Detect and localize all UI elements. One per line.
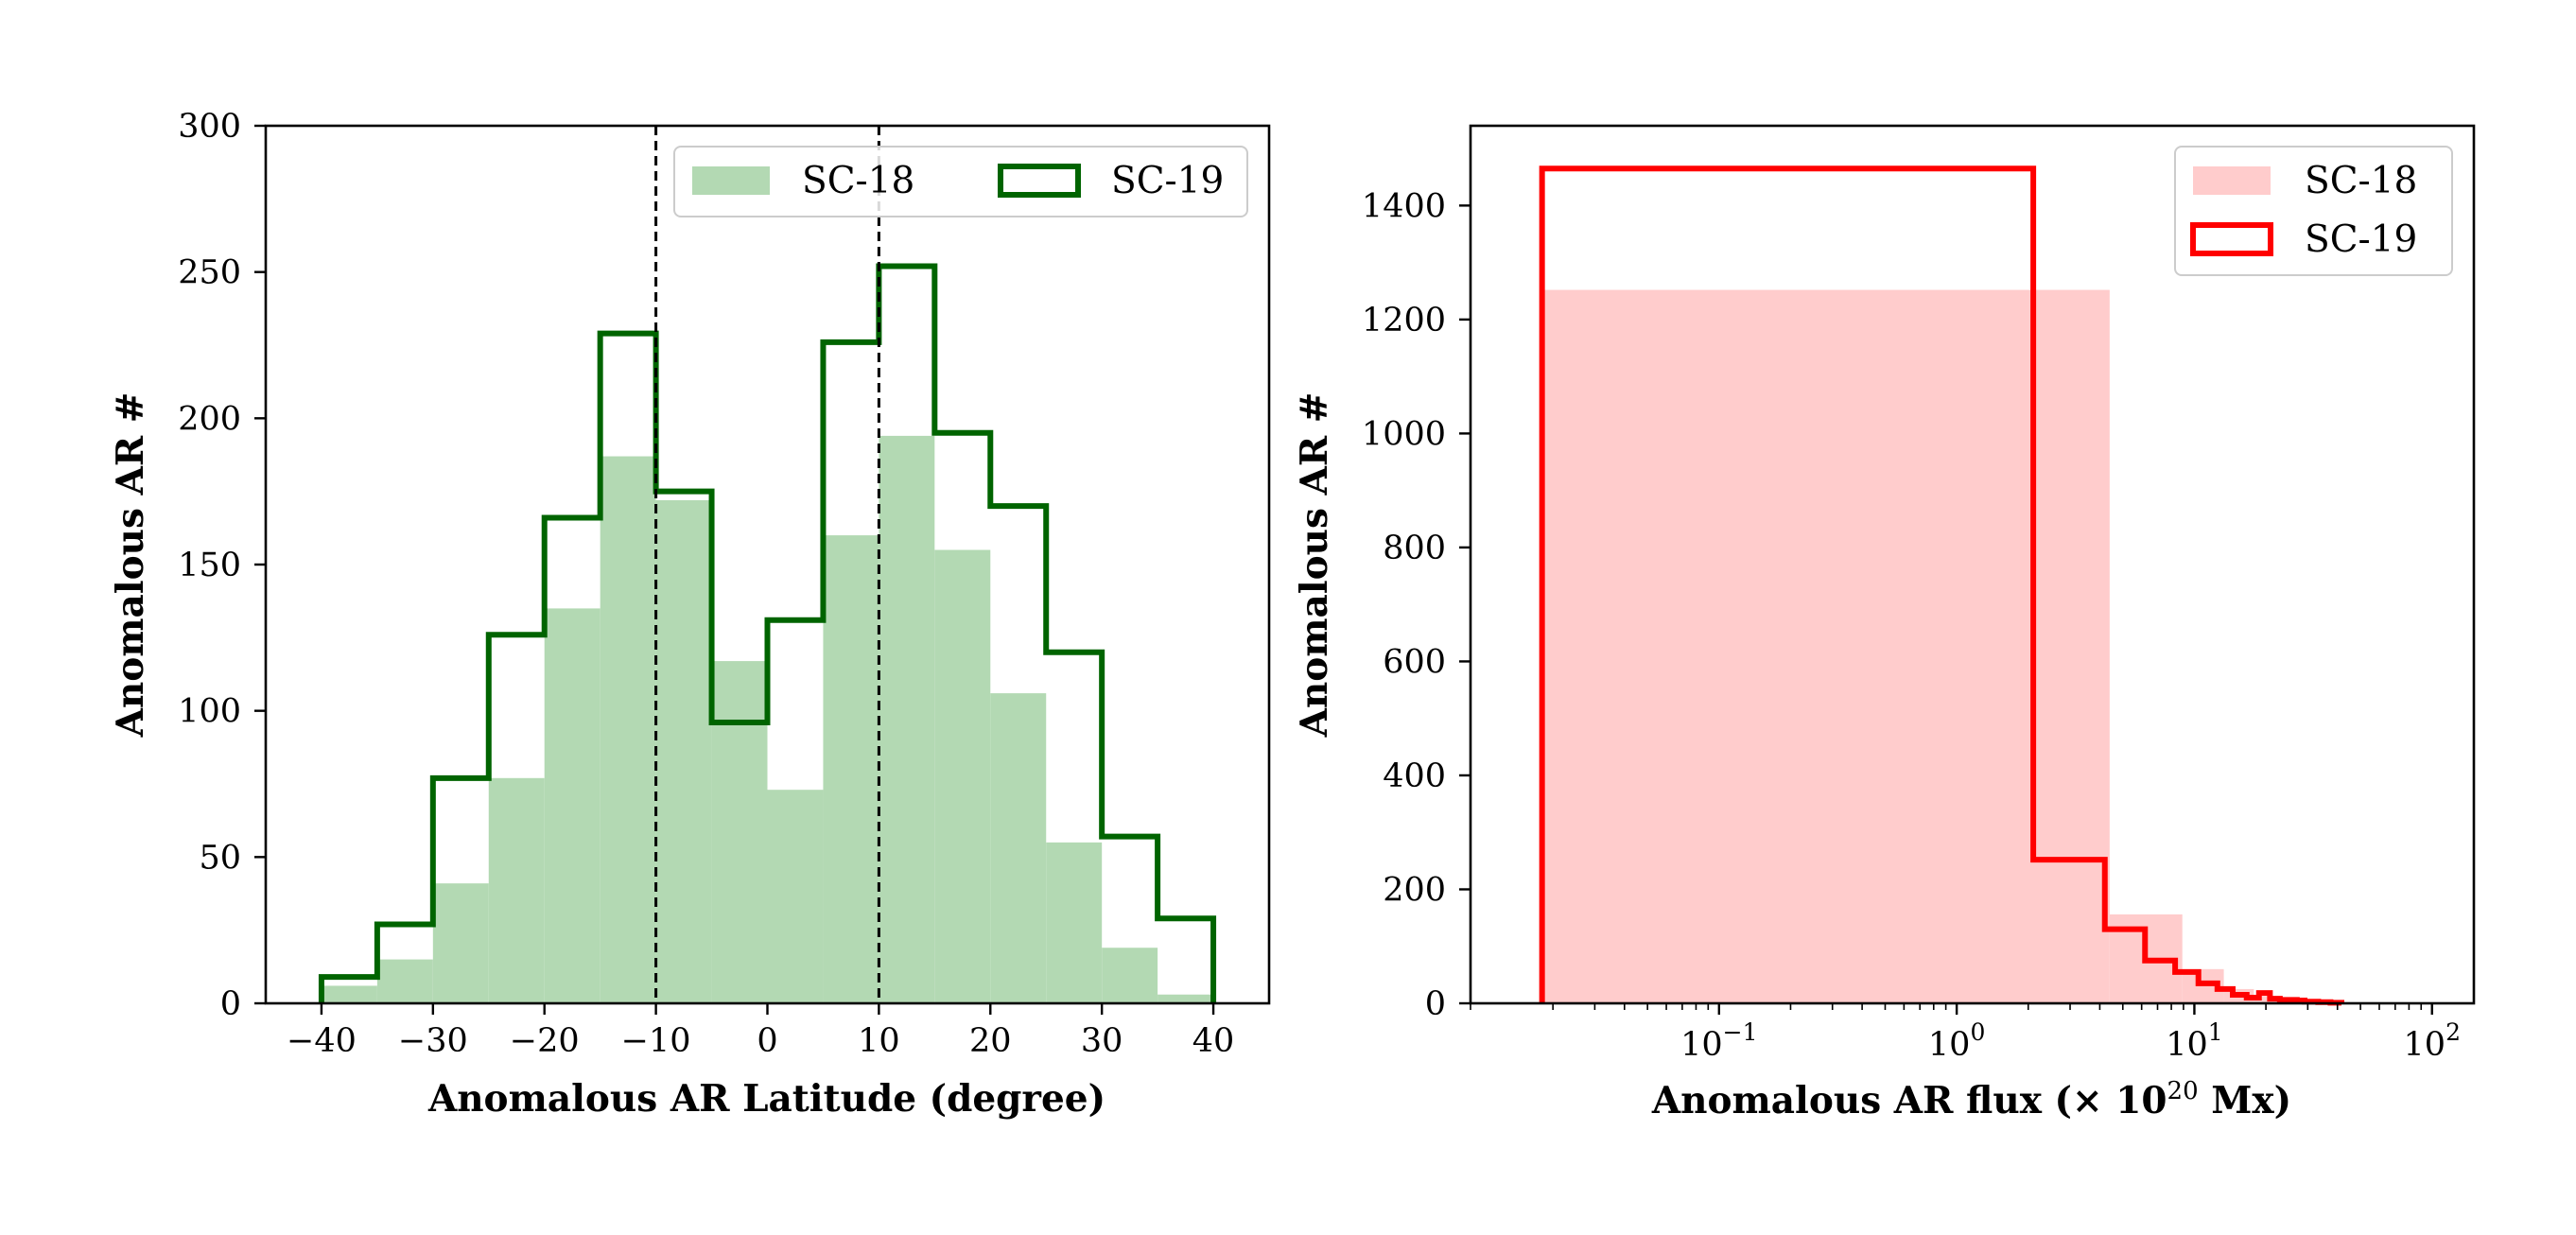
sc18-bar	[767, 790, 824, 1003]
x-tick-label: 101	[2166, 1018, 2222, 1064]
x-tick-label: −30	[398, 1022, 468, 1060]
sc18-bar	[600, 456, 656, 1004]
sc18-bar	[711, 661, 768, 1003]
sc18-bar	[1046, 842, 1103, 1003]
sc18-bar	[655, 499, 712, 1003]
x-tick-label: −20	[510, 1022, 580, 1060]
sc18-bar	[934, 549, 991, 1003]
legend-label-sc18: SC-18	[802, 160, 914, 202]
flux-histogram: 10−1 100 101 102 0200400600800100012001400 …	[1293, 124, 2476, 1122]
y-tick-label: 300	[178, 108, 241, 146]
y-tick-label: 200	[1383, 871, 1446, 909]
sc18-bar	[990, 693, 1047, 1003]
legend-swatch-sc19	[2190, 222, 2273, 256]
sc18-bars	[1541, 289, 2338, 1003]
sc18-bar	[1102, 948, 1158, 1003]
latitude-histogram: −40 −30 −20 −10 0 10 20 30 40 0 50 100 150 200 250 300…	[109, 108, 1271, 1121]
y-tick-label: 0	[220, 985, 241, 1023]
y-tick-label: 600	[1383, 643, 1446, 681]
plot-frame	[1469, 124, 2476, 1005]
y-axis-ticks: 0 50 100 150 200 250 300	[178, 108, 266, 1023]
sc18-bars	[321, 435, 1214, 1004]
y-tick-label: 150	[178, 547, 241, 584]
legend-label-sc19: SC-19	[2305, 218, 2417, 261]
x-tick-label: 20	[969, 1022, 1012, 1060]
x-tick-label: −40	[287, 1022, 357, 1060]
sc18-bar	[488, 777, 545, 1003]
legend-swatch-sc18	[692, 166, 770, 195]
sc18-bar	[376, 959, 433, 1003]
legend-label-sc19: SC-19	[1111, 160, 1224, 202]
sc18-bar	[1541, 289, 2110, 1003]
y-tick-label: 0	[1425, 985, 1446, 1023]
y-tick-label: 1000	[1362, 415, 1446, 453]
y-tick-label: 200	[178, 400, 241, 438]
x-tick-label: 10	[858, 1022, 900, 1060]
y-axis-label: Anomalous AR #	[109, 392, 152, 739]
x-tick-label: 100	[1928, 1018, 1985, 1064]
sc19-step-line	[318, 263, 1217, 1003]
x-axis-ticks: −40 −30 −20 −10 0 10 20 30 40	[287, 1003, 1234, 1060]
y-tick-label: 50	[199, 839, 241, 877]
x-tick-label: 0	[757, 1022, 777, 1060]
x-tick-label: 30	[1081, 1022, 1123, 1060]
reference-lines	[654, 126, 880, 1003]
legend-swatch-sc19	[998, 164, 1081, 198]
legend-frame	[673, 146, 1248, 217]
y-tick-label: 250	[178, 254, 241, 292]
y-tick-label: 1400	[1362, 187, 1446, 225]
sc18-bar	[432, 883, 489, 1003]
sc19-step-line	[1539, 165, 2345, 1006]
legend-label-sc18: SC-18	[2305, 160, 2417, 202]
y-tick-label: 400	[1383, 757, 1446, 795]
y-axis-label: Anomalous AR #	[1293, 392, 1336, 739]
x-axis-label: Anomalous AR Latitude (degree)	[427, 1077, 1105, 1121]
legend-swatch-sc18	[2193, 166, 2271, 195]
sc18-bar	[321, 985, 377, 1003]
y-tick-label: 800	[1383, 530, 1446, 567]
sc18-bar	[2254, 996, 2277, 1003]
x-tick-label: 10−1	[1680, 1018, 1757, 1064]
y-axis-ticks: 0 200 400 600 800 1000 1200 1400	[1362, 187, 1471, 1023]
x-axis-label: Anomalous AR flux (× 1020 Mx)	[1651, 1077, 2291, 1122]
y-tick-label: 1200	[1362, 302, 1446, 339]
sc18-bar	[1157, 994, 1214, 1003]
y-tick-label: 100	[178, 693, 241, 731]
sc18-bar	[879, 435, 935, 1004]
x-tick-label: −10	[621, 1022, 691, 1060]
x-axis-label-exponent: 20	[2167, 1077, 2199, 1105]
x-tick-label: 40	[1192, 1022, 1235, 1060]
x-axis-ticks: 10−1 100 101 102	[1470, 1003, 2461, 1064]
sc18-bar	[823, 535, 879, 1003]
legend: SC-18 SC-19	[2174, 146, 2453, 276]
x-axis-label-main: Anomalous AR flux (× 10	[1651, 1079, 2167, 1122]
x-axis-label-tail: Mx)	[2199, 1079, 2291, 1122]
x-tick-label: 102	[2404, 1018, 2461, 1064]
sc18-bar	[544, 608, 600, 1003]
legend: SC-18 SC-19	[673, 146, 1248, 217]
